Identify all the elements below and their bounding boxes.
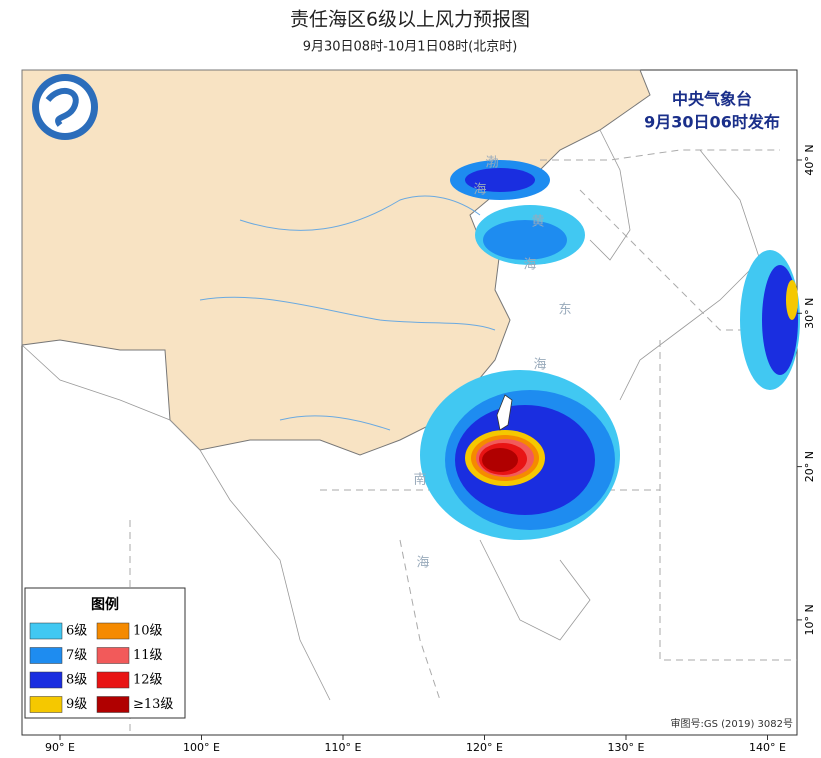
legend-swatch: [96, 671, 130, 689]
lon-label: 140° E: [749, 741, 786, 754]
legend-swatch: [29, 647, 63, 664]
legend-swatch: [29, 622, 63, 640]
sea-label: 黄: [531, 215, 544, 230]
lon-label: 130° E: [608, 741, 645, 754]
legend-label: 8级: [66, 673, 87, 688]
lat-label: 20° N: [803, 451, 816, 482]
legend-label: 6级: [66, 624, 87, 639]
legend-swatch: [96, 647, 130, 664]
sea-label: 海: [416, 556, 429, 571]
sea-label: 海: [523, 258, 536, 273]
legend-title: 图例: [91, 596, 119, 613]
legend-label: 12级: [133, 673, 163, 688]
legend-label: 9级: [66, 697, 87, 712]
subtitle: 9月30日08时-10月1日08时(北京时): [303, 40, 518, 55]
sea-label: 东: [558, 303, 571, 318]
map: 中央气象台 9月30日06时发布 审图号:GS (2019) 3082号: [21, 69, 800, 736]
legend-swatch: [96, 622, 130, 640]
legend-label: 11级: [133, 648, 163, 663]
agency: 中央气象台: [672, 90, 752, 109]
sea-label: 南: [413, 472, 426, 488]
lat-label: 10° N: [803, 604, 816, 635]
sea-label: 海: [533, 358, 546, 373]
legend-swatch: [96, 696, 130, 713]
wind-zones: [420, 160, 800, 540]
lon-label: 120° E: [466, 741, 503, 754]
legend-swatch: [29, 671, 63, 689]
logo: [45, 88, 79, 127]
lon-label: 110° E: [325, 741, 362, 754]
issue-time: 9月30日06时发布: [644, 113, 780, 132]
legend-label: 10级: [133, 624, 163, 639]
lat-label: 30° N: [803, 298, 816, 329]
sea-label: 渤: [485, 155, 498, 171]
lat-label: 40° N: [803, 144, 816, 175]
legend-label: 7级: [66, 648, 87, 663]
sea-label: 海: [473, 183, 486, 198]
lon-label: 100° E: [183, 741, 220, 754]
legend-label: ≥13级: [133, 697, 173, 712]
taiwan: [496, 394, 513, 431]
lon-label: 90° E: [45, 741, 75, 754]
title: 责任海区6级以上风力预报图: [290, 9, 530, 31]
approval: 审图号:GS (2019) 3082号: [670, 717, 793, 730]
rivers: [199, 195, 496, 431]
legend-swatch: [29, 696, 63, 713]
